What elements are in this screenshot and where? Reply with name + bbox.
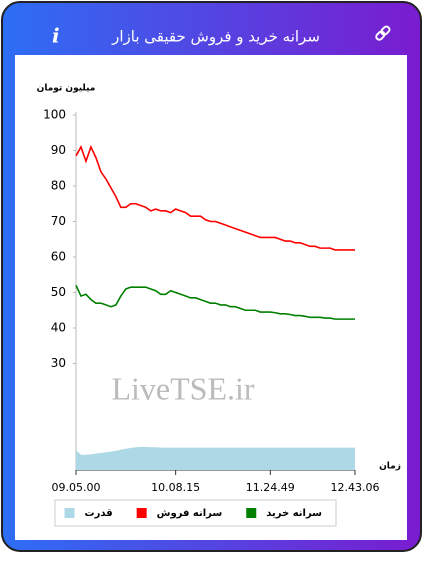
legend-label: قدرت <box>85 508 113 519</box>
y-tick-label: 30 <box>51 356 66 370</box>
y-tick-label: 60 <box>51 250 66 264</box>
y-tick-label: 100 <box>43 108 66 122</box>
legend <box>54 499 337 527</box>
legend-swatch <box>136 508 147 518</box>
y-tick-label: 40 <box>51 321 66 335</box>
link-icon[interactable] <box>375 25 391 41</box>
legend-swatch <box>246 508 257 518</box>
y-tick-label: 50 <box>51 285 66 299</box>
y-axis-title: میلیون تومان <box>37 84 96 94</box>
line <box>75 285 355 320</box>
x-axis-title: زمان <box>379 462 401 472</box>
info-icon[interactable]: i <box>52 24 60 48</box>
legend-label: سرانه فروش <box>157 508 223 519</box>
legend-swatch <box>64 508 75 518</box>
watermark: LiveTSE.ir <box>111 370 254 406</box>
y-tick-label: 70 <box>51 214 66 228</box>
x-tick-label: 09.05.00 <box>52 481 101 494</box>
legend-label: سرانه خرید <box>266 508 322 519</box>
y-tick-label: 80 <box>51 179 66 193</box>
line <box>75 144 355 251</box>
area <box>76 446 355 470</box>
x-tick-label: 12.43.06 <box>331 481 380 494</box>
y-tick-label: 90 <box>51 143 66 157</box>
x-tick-label: 11.24.49 <box>246 481 295 494</box>
x-tick-label: 10.08.15 <box>151 481 200 494</box>
chart-title: سرانه خرید و فروش حقیقی بازار <box>111 28 320 46</box>
